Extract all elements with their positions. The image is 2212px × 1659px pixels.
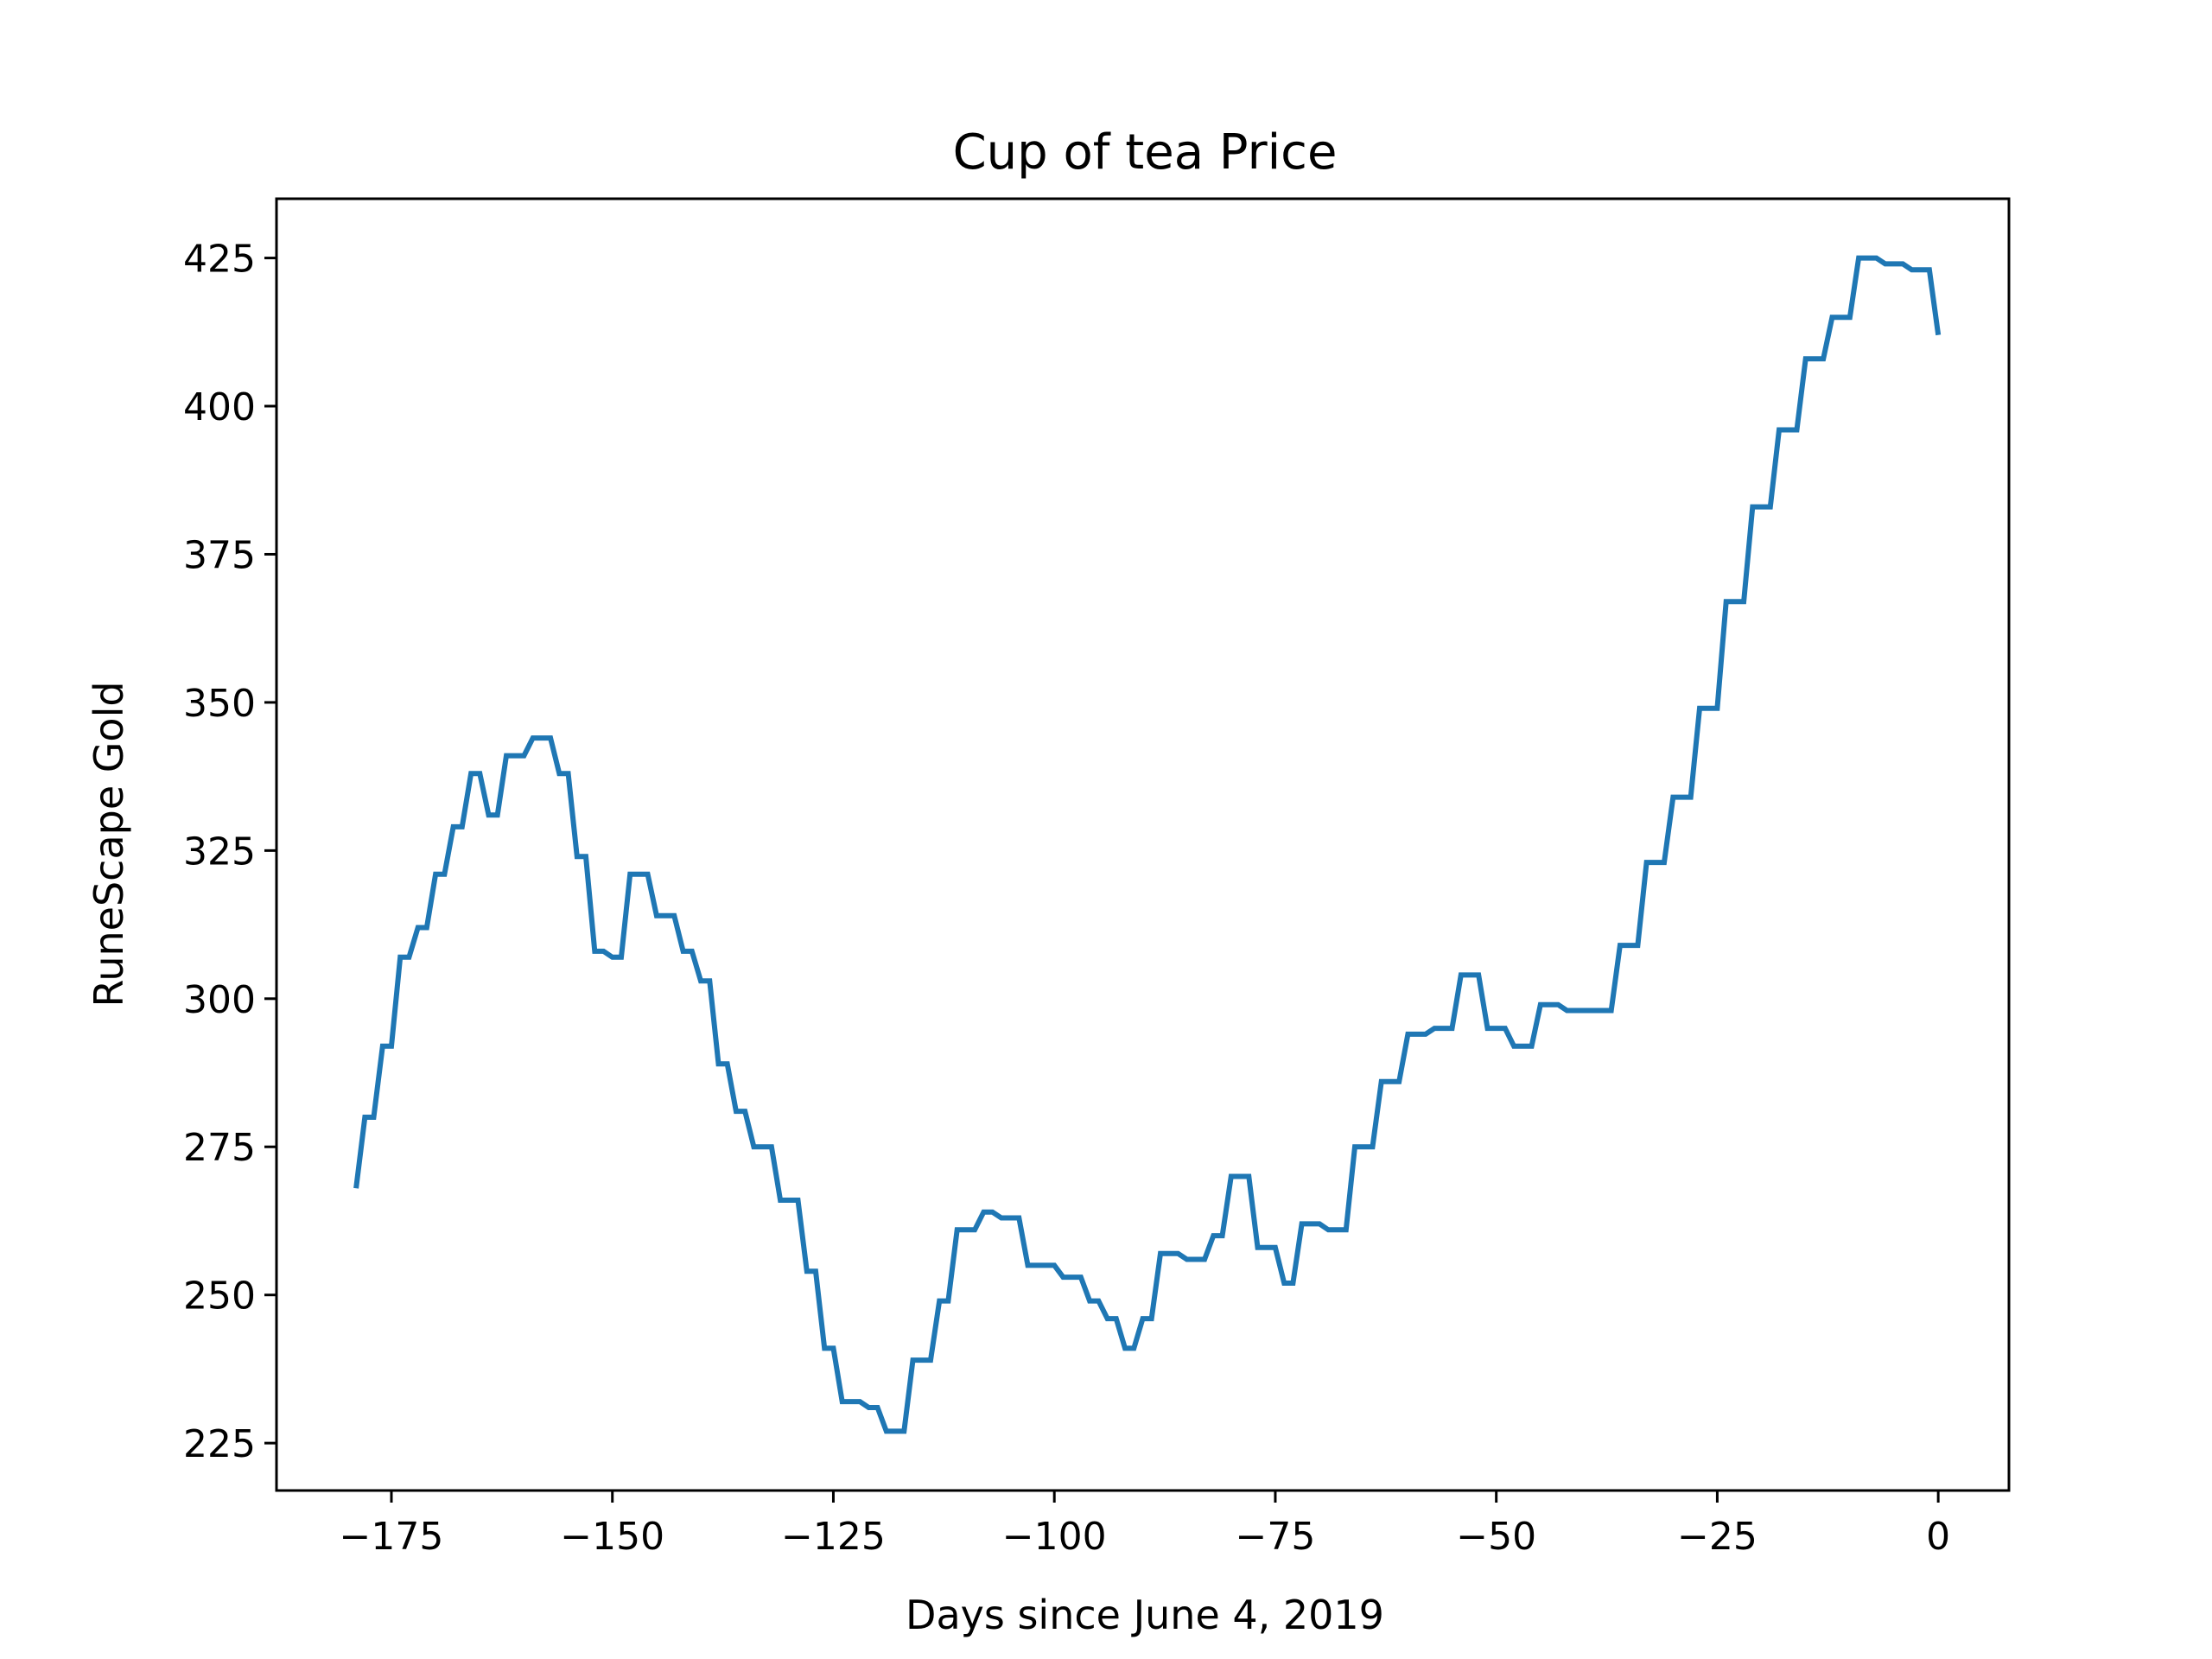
y-tick-label: 400	[183, 385, 256, 429]
x-tick-label: 0	[1926, 1515, 1950, 1559]
y-axis-title: RuneScape Gold	[86, 681, 132, 1007]
x-tick-label: −25	[1677, 1515, 1758, 1559]
y-tick-label: 325	[183, 830, 256, 874]
plot-frame	[275, 197, 2011, 1492]
x-tick-label: −150	[560, 1515, 664, 1559]
x-tick-label: −125	[781, 1515, 886, 1559]
y-tick-label: 225	[183, 1422, 256, 1466]
y-tick-label: 275	[183, 1126, 256, 1170]
y-tick-label: 425	[183, 238, 256, 282]
y-tick-label: 250	[183, 1274, 256, 1319]
x-tick-label: −75	[1236, 1515, 1316, 1559]
x-axis: −175 −150 −125 −100 −75 −50 −25 0	[340, 1491, 1950, 1559]
x-axis-title: Days since June 4, 2019	[906, 1592, 1384, 1638]
x-tick-label: −175	[340, 1515, 444, 1559]
price-series-line	[353, 255, 1942, 1434]
y-tick-label: 375	[183, 533, 256, 577]
x-tick-label: −50	[1456, 1515, 1536, 1559]
x-tick-label: −100	[1002, 1515, 1107, 1559]
series-layer	[353, 255, 1942, 1434]
y-axis: 225 250 275 300 325 350 375 400 425	[183, 238, 276, 1466]
y-tick-label: 300	[183, 978, 256, 1022]
y-tick-label: 350	[183, 682, 256, 726]
chart-title: Cup of tea Price	[953, 124, 1338, 181]
